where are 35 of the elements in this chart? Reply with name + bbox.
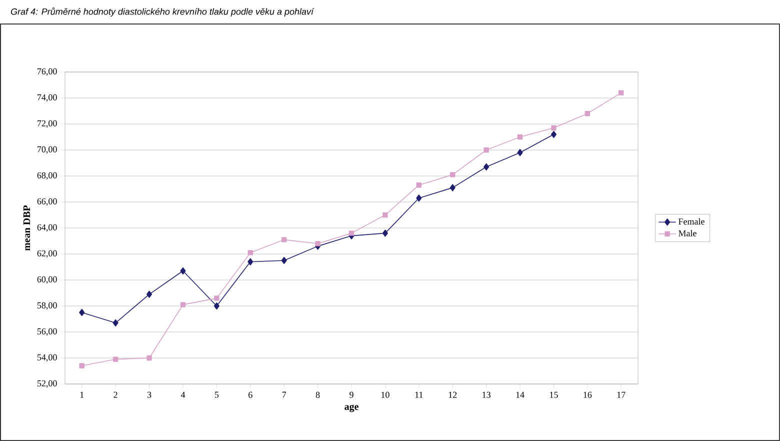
chart-title: Graf 4: Průměrné hodnoty diastolického krevního tlaku podle věku a pohlaví bbox=[10, 7, 314, 17]
x-tick-label: 11 bbox=[415, 392, 423, 398]
x-tick-label: 16 bbox=[584, 392, 592, 398]
y-tick-label: 52,00 bbox=[37, 380, 57, 388]
x-tick-label: 12 bbox=[448, 392, 457, 398]
y-tick-label: 68,00 bbox=[37, 172, 57, 180]
y-tick-label: 60,00 bbox=[37, 276, 57, 284]
x-tick-label: 13 bbox=[482, 392, 490, 398]
legend-label: Male bbox=[678, 230, 696, 236]
legend-label: Female bbox=[678, 218, 704, 225]
y-tick-label: 76,00 bbox=[38, 68, 57, 76]
y-tick-label: 64,00 bbox=[37, 224, 57, 232]
y-axis-title: mean DBP bbox=[23, 205, 30, 251]
x-tick-label: 6 bbox=[248, 392, 252, 398]
x-tick-label: 2 bbox=[114, 392, 118, 398]
y-tick-label: 70,00 bbox=[38, 146, 57, 154]
x-tick-label: 15 bbox=[550, 392, 558, 398]
y-tick-label: 66,00 bbox=[37, 198, 57, 206]
x-tick-label: 14 bbox=[516, 392, 524, 398]
x-tick-label: 4 bbox=[180, 392, 186, 398]
x-tick-label: 7 bbox=[282, 392, 286, 398]
x-axis-title: age bbox=[344, 404, 358, 412]
y-tick-label: 58,00 bbox=[37, 302, 57, 310]
x-tick-label: 10 bbox=[381, 392, 390, 398]
y-tick-label: 74,00 bbox=[38, 94, 57, 102]
y-tick-label: 54,00 bbox=[37, 354, 57, 362]
y-tick-label: 62,00 bbox=[37, 250, 57, 258]
y-tick-label: 56,00 bbox=[37, 328, 57, 336]
x-tick-label: 3 bbox=[147, 392, 152, 398]
x-tick-label: 17 bbox=[617, 392, 626, 398]
x-tick-label: 8 bbox=[316, 392, 320, 398]
x-tick-label: 9 bbox=[350, 392, 354, 398]
x-tick-label: 1 bbox=[80, 392, 84, 398]
x-tick-label: 5 bbox=[214, 392, 219, 398]
y-tick-label: 72,00 bbox=[38, 120, 57, 128]
